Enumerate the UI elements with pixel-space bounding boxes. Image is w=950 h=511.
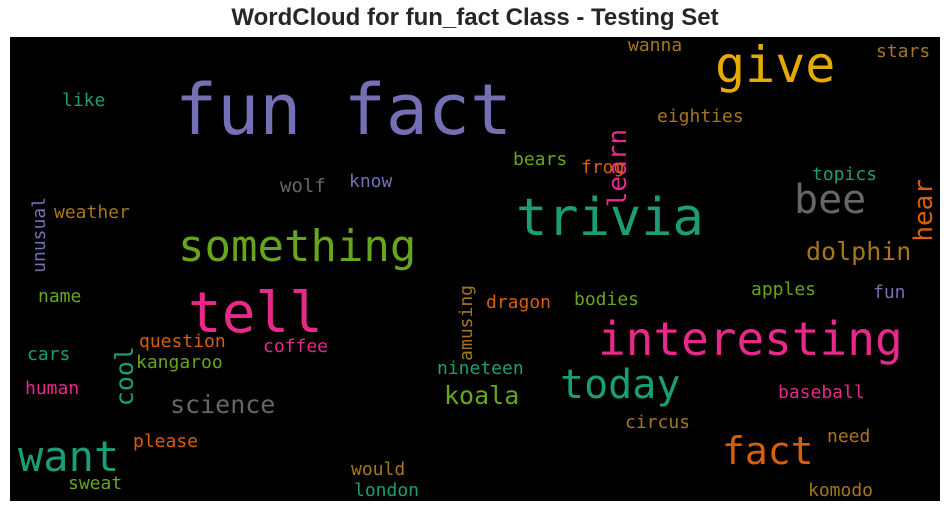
word-weather: weather (54, 202, 130, 223)
word-cool: cool (110, 346, 139, 406)
chart-title: WordCloud for fun_fact Class - Testing S… (231, 4, 719, 31)
word-tell: tell (188, 281, 323, 346)
word-eighties: eighties (657, 106, 744, 127)
word-human: human (25, 378, 79, 399)
word-please: please (133, 431, 198, 452)
word-kangaroo: kangaroo (136, 352, 223, 373)
word-baseball: baseball (778, 382, 865, 403)
word-hear: hear (909, 179, 939, 242)
word-fun: fun (873, 282, 906, 303)
word-stars: stars (876, 41, 930, 62)
word-dragon: dragon (486, 292, 551, 313)
word-trivia: trivia (516, 188, 704, 248)
word-koala: koala (444, 381, 519, 410)
word-bears: bears (513, 149, 567, 170)
word-bodies: bodies (574, 289, 639, 310)
word-give: give (715, 37, 835, 94)
word-today: today (560, 362, 680, 408)
word-need: need (827, 426, 870, 447)
word-unusual: unusual (29, 197, 50, 273)
word-cloud: fun fact give trivia something tell interesti… (10, 37, 940, 501)
word-like: like (62, 90, 105, 111)
word-frog: frog (581, 157, 624, 178)
word-circus: circus (625, 412, 690, 433)
word-want: want (18, 432, 119, 481)
word-wanna: wanna (628, 37, 682, 56)
word-cars: cars (27, 344, 70, 365)
word-nineteen: nineteen (437, 358, 524, 379)
word-know: know (349, 171, 393, 192)
word-interesting: interesting (598, 312, 903, 366)
word-learn: learn (603, 129, 633, 207)
word-science: science (170, 390, 275, 419)
word-fact: fact (722, 429, 814, 473)
word-topics: topics (812, 164, 877, 185)
word-london: london (354, 480, 419, 501)
word-question: question (139, 331, 226, 352)
word-would: would (351, 459, 405, 480)
word-dolphin: dolphin (806, 237, 911, 266)
word-name: name (38, 286, 81, 307)
word-fun-fact: fun fact (175, 69, 512, 151)
word-komodo: komodo (808, 480, 873, 501)
word-amusing: amusing (456, 285, 477, 361)
word-cloud-canvas: fun fact give trivia something tell interesti… (18, 37, 939, 501)
word-sweat: sweat (68, 473, 122, 494)
word-apples: apples (751, 279, 816, 300)
word-something: something (178, 221, 416, 272)
word-coffee: coffee (263, 336, 328, 357)
word-wolf: wolf (280, 175, 326, 197)
word-bee: bee (794, 177, 866, 223)
